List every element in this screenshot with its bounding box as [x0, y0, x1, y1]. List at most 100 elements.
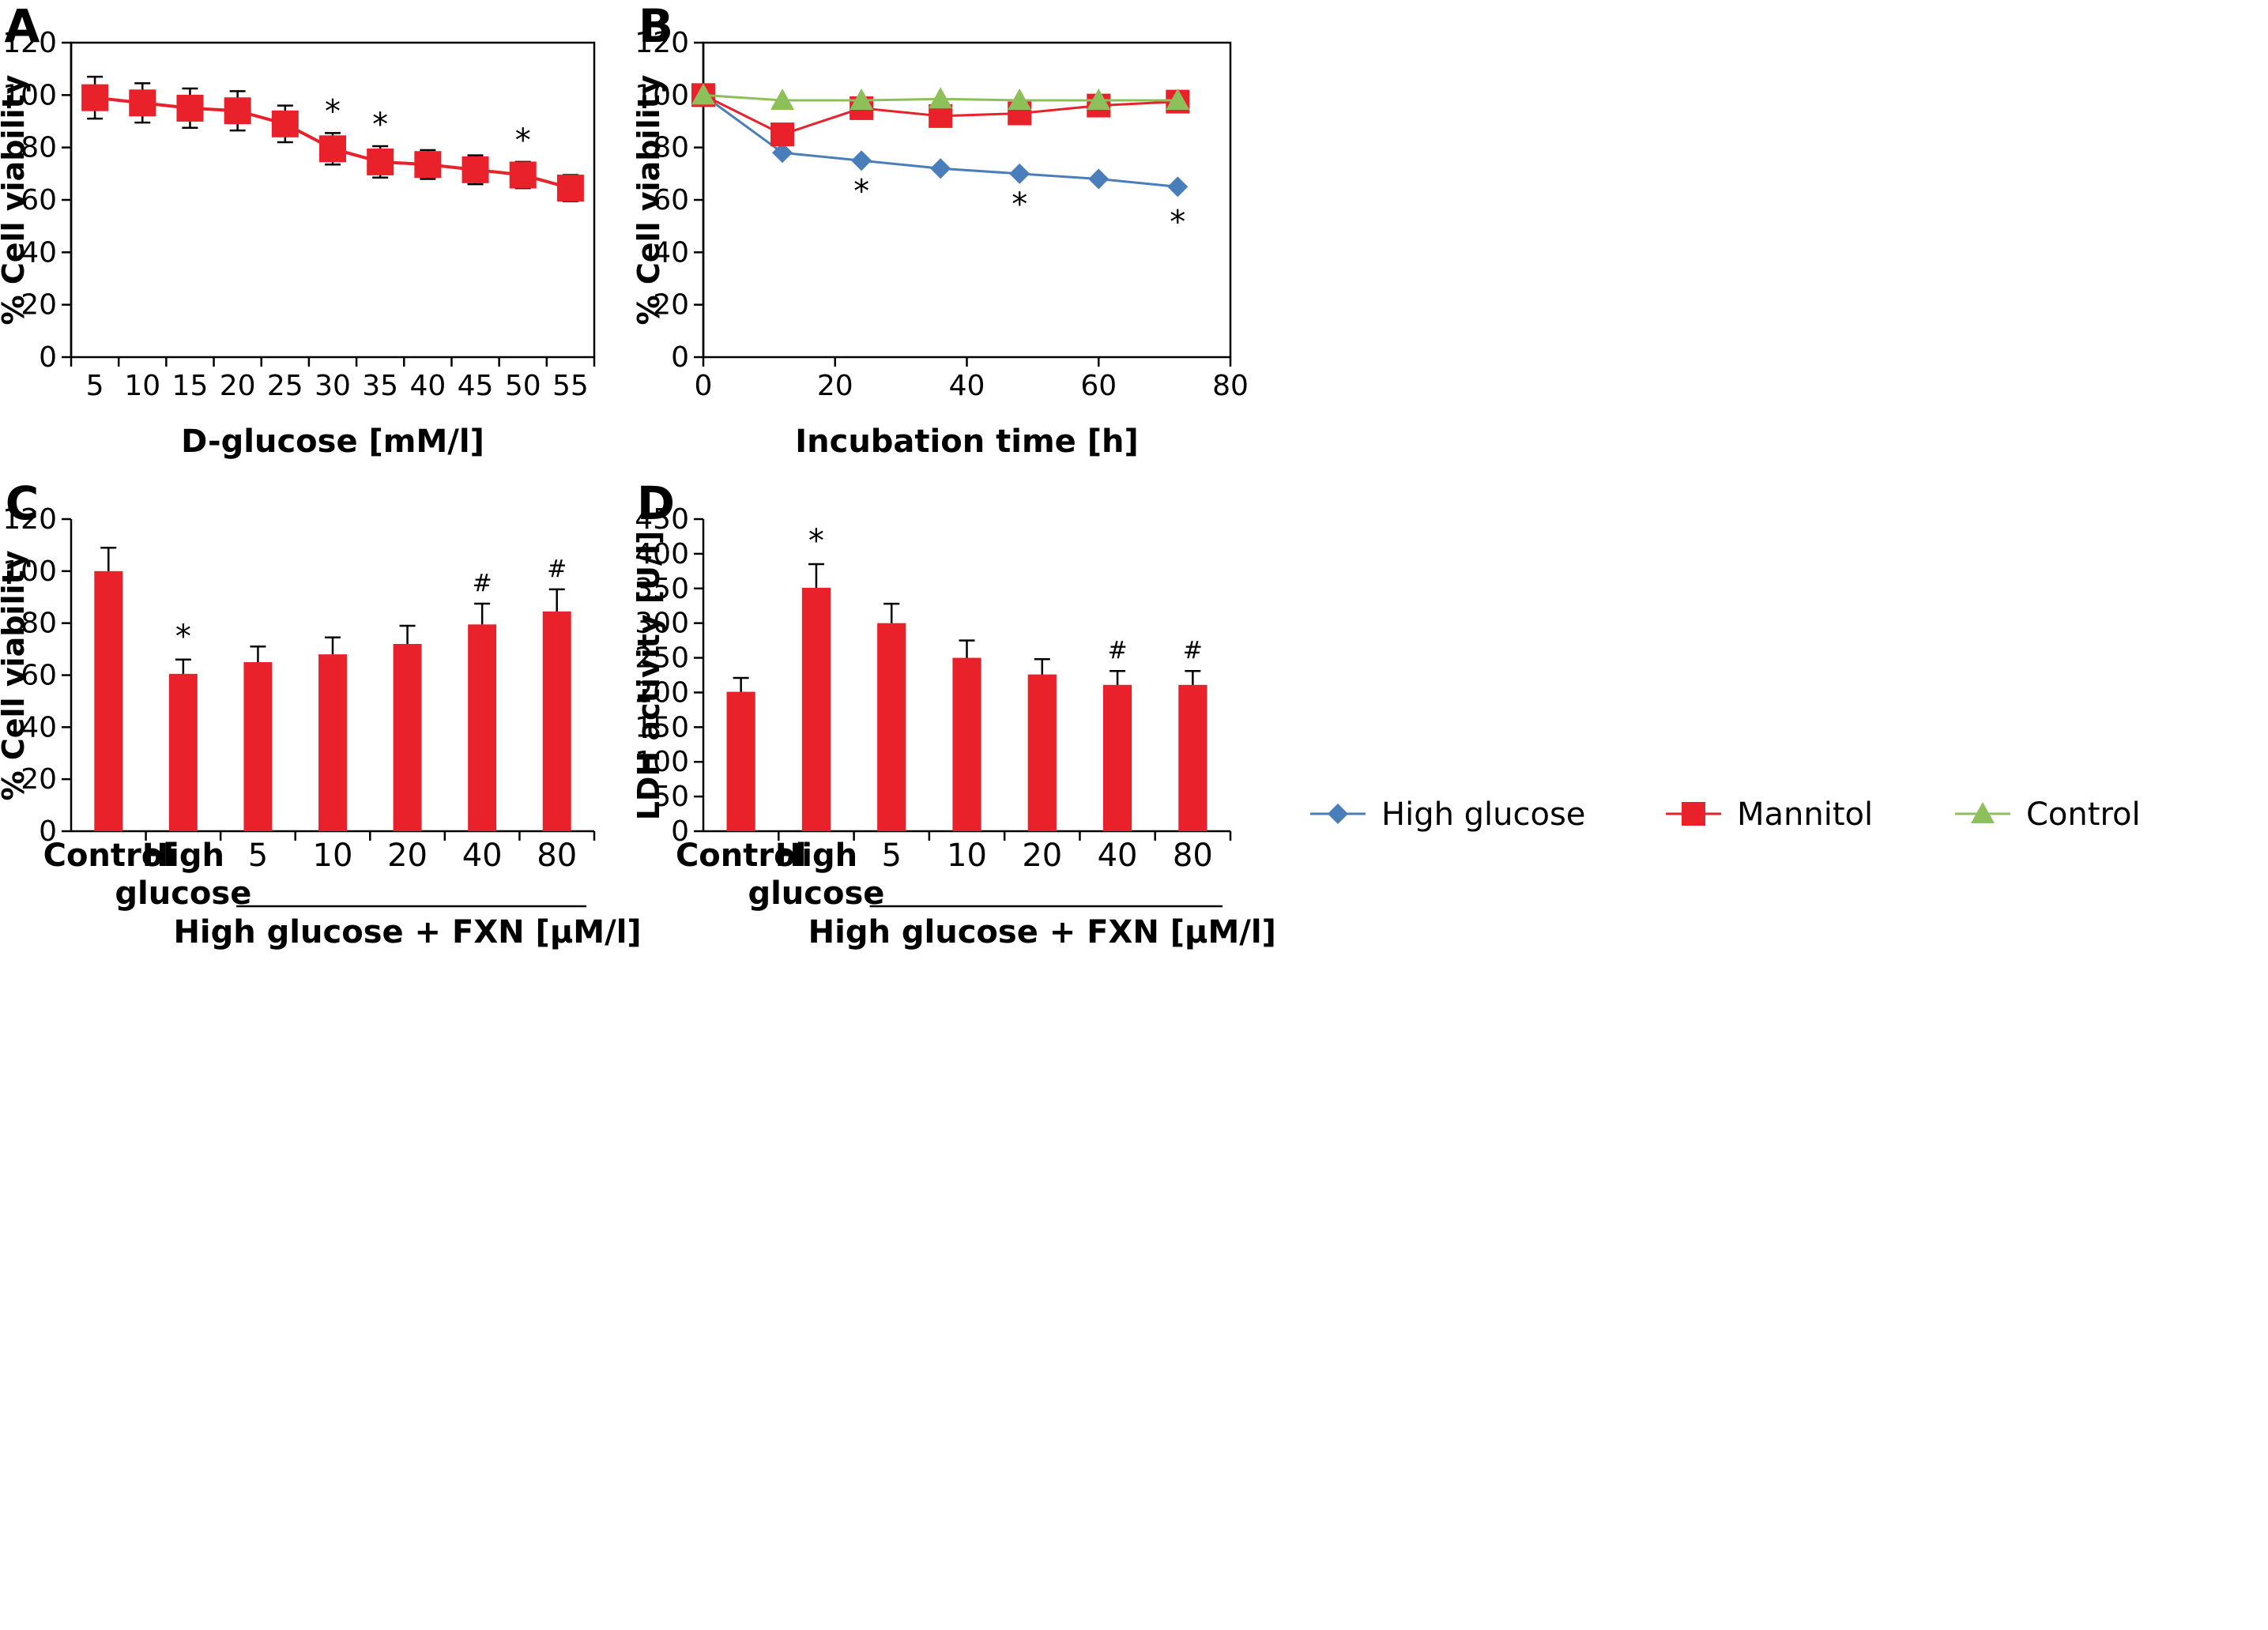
data-point — [367, 148, 394, 175]
x-tick-label: 40 — [949, 370, 985, 402]
data-point — [1167, 176, 1189, 198]
legend-marker — [1682, 802, 1705, 826]
x-tick-label: 80 — [1173, 838, 1213, 874]
x-tick-label: Control — [676, 838, 806, 874]
panel-label: B — [639, 0, 673, 53]
panel-label: C — [6, 476, 40, 530]
x-tick-label: 15 — [172, 370, 209, 402]
data-point — [1088, 168, 1110, 190]
x-tick-label: 5 — [248, 838, 268, 874]
data-point — [1009, 163, 1030, 184]
data-point — [1087, 88, 1111, 110]
x-tick-label: 10 — [947, 838, 987, 874]
significance-mark: * — [1012, 186, 1027, 223]
x-tick-label: 50 — [505, 370, 541, 402]
y-axis-label: % Cell viability — [631, 74, 666, 325]
x-tick-label: 0 — [695, 370, 713, 402]
y-tick-label: 450 — [635, 503, 689, 536]
data-point — [462, 156, 489, 183]
group-label: High glucose + FXN [μM/l] — [173, 914, 641, 951]
y-tick-label: 80 — [21, 132, 57, 164]
y-tick-label: 60 — [653, 184, 689, 216]
y-axis-label: % Cell viability — [0, 550, 31, 800]
x-tick-label: 20 — [817, 370, 853, 402]
y-tick-label: 40 — [21, 236, 57, 269]
x-tick-label: 45 — [458, 370, 494, 402]
data-point — [770, 122, 795, 147]
data-point — [691, 83, 715, 105]
data-point — [850, 88, 874, 110]
bar — [542, 611, 571, 831]
legend-label: High glucose — [1381, 796, 1585, 833]
data-point — [176, 94, 204, 122]
x-tick-label: 5 — [86, 370, 104, 402]
bar — [1027, 674, 1057, 831]
x-tick-label: 80 — [1212, 370, 1249, 402]
data-point — [81, 84, 109, 111]
x-tick-label: 40 — [462, 838, 503, 874]
y-tick-label: 80 — [653, 132, 689, 164]
x-tick-label: Control — [43, 838, 174, 874]
y-tick-label: 60 — [21, 184, 57, 216]
y-tick-label: 100 — [2, 555, 57, 588]
x-tick-label: High — [775, 838, 857, 874]
data-point — [770, 88, 795, 110]
x-tick-label: glucose — [115, 875, 251, 912]
significance-mark: * — [1170, 204, 1185, 240]
y-tick-label: 0 — [671, 815, 689, 848]
y-tick-label: 120 — [2, 27, 57, 59]
significance-mark: # — [473, 570, 492, 597]
x-tick-label: 5 — [881, 838, 901, 874]
data-point — [772, 142, 793, 164]
y-axis-label: % Cell viability — [0, 74, 31, 325]
y-tick-label: 100 — [635, 746, 689, 778]
x-tick-label: 55 — [552, 370, 589, 402]
data-point — [129, 89, 156, 117]
x-axis-label: Incubation time [h] — [795, 423, 1139, 460]
y-tick-label: 400 — [635, 538, 689, 570]
y-tick-label: 100 — [635, 79, 689, 111]
significance-mark: # — [1108, 637, 1128, 664]
x-tick-label: 20 — [220, 370, 256, 402]
x-tick-label: 60 — [1080, 370, 1117, 402]
panel-label: A — [5, 0, 40, 53]
bar — [801, 587, 831, 831]
bar — [94, 570, 123, 831]
y-tick-label: 350 — [635, 573, 689, 605]
significance-mark: * — [515, 122, 531, 159]
x-tick-label: 40 — [1098, 838, 1138, 874]
bar — [393, 644, 422, 831]
data-point — [1166, 88, 1190, 110]
data-point — [930, 158, 951, 179]
significance-mark: * — [853, 173, 869, 209]
bar — [952, 657, 981, 831]
group-label: High glucose + FXN [μM/l] — [808, 914, 1276, 951]
y-tick-label: 80 — [21, 608, 57, 640]
y-tick-label: 120 — [2, 503, 57, 536]
legend-marker — [1971, 802, 1995, 823]
data-point — [224, 97, 251, 125]
legend-marker — [1328, 804, 1348, 824]
y-tick-label: 100 — [2, 79, 57, 111]
y-tick-label: 300 — [635, 608, 689, 640]
bar — [468, 624, 497, 831]
y-tick-label: 200 — [635, 676, 689, 709]
x-tick-label: 80 — [537, 838, 577, 874]
data-point — [1008, 88, 1032, 110]
x-tick-label: 25 — [267, 370, 303, 402]
x-tick-label: 20 — [387, 838, 428, 874]
y-tick-label: 20 — [21, 763, 57, 796]
y-tick-label: 120 — [635, 27, 689, 59]
x-tick-label: 10 — [313, 838, 353, 874]
data-point — [414, 151, 442, 179]
significance-mark: * — [372, 107, 388, 143]
bar — [318, 654, 347, 831]
data-point — [271, 110, 299, 137]
bar — [243, 662, 273, 831]
significance-mark: * — [325, 93, 341, 130]
x-tick-label: glucose — [748, 875, 884, 912]
x-axis-label: D-glucose [mM/l] — [181, 423, 484, 460]
x-tick-label: 30 — [315, 370, 351, 402]
y-tick-label: 60 — [21, 660, 57, 692]
